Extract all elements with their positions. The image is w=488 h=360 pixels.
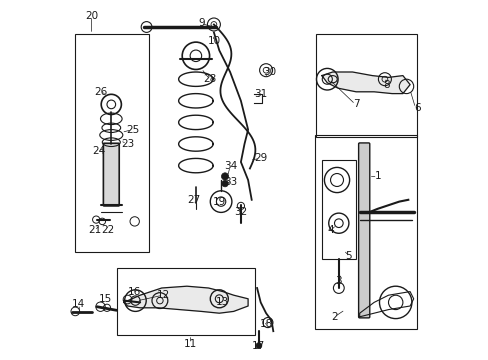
Text: 23: 23: [121, 139, 134, 149]
Text: 11: 11: [183, 339, 197, 349]
Circle shape: [256, 343, 261, 348]
Text: 14: 14: [72, 299, 85, 309]
Text: 20: 20: [85, 11, 98, 21]
FancyBboxPatch shape: [358, 143, 369, 318]
Text: 22: 22: [101, 225, 114, 235]
Text: 9: 9: [198, 18, 204, 28]
Polygon shape: [321, 72, 409, 94]
Text: 7: 7: [352, 99, 359, 109]
Text: 1: 1: [374, 171, 380, 181]
Text: 15: 15: [99, 294, 112, 304]
Circle shape: [222, 180, 228, 187]
Text: 30: 30: [263, 67, 276, 77]
Text: 31: 31: [254, 89, 267, 99]
Text: 19: 19: [212, 197, 225, 207]
Polygon shape: [123, 286, 247, 313]
Text: 16: 16: [128, 287, 141, 297]
Text: 18: 18: [259, 319, 272, 329]
Text: 8: 8: [383, 80, 389, 90]
Text: 6: 6: [413, 103, 420, 113]
Bar: [75, 34, 149, 252]
FancyBboxPatch shape: [103, 143, 119, 206]
Text: 13: 13: [216, 297, 229, 307]
Text: 10: 10: [207, 36, 220, 46]
Text: 26: 26: [94, 87, 107, 97]
Text: 3: 3: [334, 276, 341, 286]
Text: 25: 25: [126, 125, 139, 135]
Bar: [314, 135, 416, 329]
Text: 34: 34: [224, 161, 237, 171]
Text: 5: 5: [345, 251, 351, 261]
Bar: [117, 268, 255, 335]
Bar: [316, 34, 416, 137]
Text: 24: 24: [92, 146, 105, 156]
Text: 21: 21: [88, 225, 102, 235]
Text: 4: 4: [327, 225, 333, 235]
Text: 32: 32: [234, 207, 247, 217]
Text: 2: 2: [330, 312, 337, 322]
Bar: [321, 160, 355, 259]
Circle shape: [221, 173, 228, 180]
Text: 27: 27: [187, 195, 200, 205]
Text: 12: 12: [157, 290, 170, 300]
Text: 28: 28: [203, 74, 217, 84]
Text: 33: 33: [224, 177, 237, 187]
Text: 29: 29: [254, 153, 267, 163]
Text: 17: 17: [252, 341, 265, 351]
